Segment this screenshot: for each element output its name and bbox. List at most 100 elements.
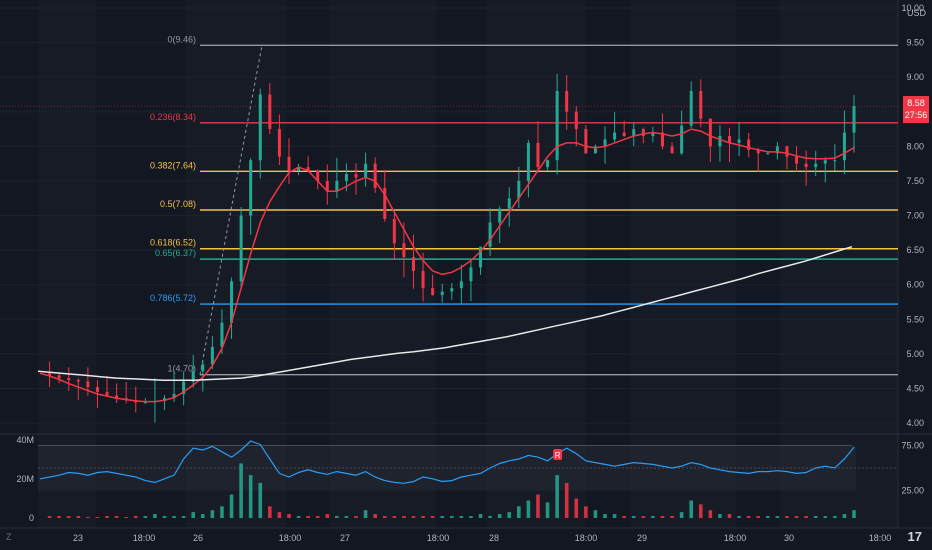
candle-body [517,180,521,199]
candle-body [364,163,368,178]
time-tick-label: 23 [73,533,83,543]
volume-bar [76,516,81,518]
volume-bar [47,516,52,518]
candle-body [316,170,320,181]
volume-bar [478,514,483,518]
volume-bar [631,516,636,518]
candle-body [210,346,214,365]
volume-bar [124,517,128,518]
price-tick-label: 8.00 [906,141,924,151]
volume-bar [459,516,464,518]
candle-body [747,139,751,150]
volume-bar [335,516,339,518]
candle-body [421,270,425,289]
time-tick-label: 18:00 [279,533,302,543]
candle-body [287,156,291,171]
candle-body [220,322,224,347]
candle-body [249,160,253,216]
candle-body [230,281,234,323]
current-price-value: 8.58 [907,98,925,108]
oscillator-line [39,440,855,484]
time-tick-label: 26 [193,533,203,543]
volume-bar [440,516,445,518]
volume-bar [813,516,818,518]
candle-body [766,153,770,155]
volume-bar [66,516,71,518]
volume-bar [488,516,492,518]
session-band [330,0,436,528]
volume-bar [220,506,224,518]
volume-bar [785,516,789,518]
candle-body [680,125,684,154]
volume-bar [392,516,397,518]
candle-body [488,222,492,247]
volume-bar [622,516,626,518]
volume-bar [794,516,799,518]
volume-bar [823,516,828,518]
candle-body [641,129,645,136]
volume-tick-label: 0 [29,513,34,523]
candle-body [325,180,329,192]
price-tick-label: 9.50 [906,38,924,48]
candle-body [699,91,703,119]
countdown-value: 27:56 [904,110,928,120]
volume-bar [421,516,425,518]
ema-fast-line [39,128,855,403]
volume-bar [430,516,435,518]
candle-body [785,146,789,157]
candle-body [48,373,52,376]
volume-bar [718,514,722,518]
volume-bar [766,516,770,518]
candle-body [392,219,396,244]
price-tick-label: 7.00 [906,211,924,221]
volume-bar [517,506,521,518]
volume-bar [344,516,349,518]
candle-body [660,132,664,147]
oscillator-tick-label: 25.00 [901,486,924,496]
candle-body [804,163,808,168]
time-tick-label: 27 [340,533,350,543]
candle-body [756,149,760,154]
volume-bar [584,506,588,518]
candle-body [593,146,597,154]
volume-bar [296,516,301,518]
price-tick-label: 9.00 [906,72,924,82]
session-band [186,0,286,528]
price-tick-label: 4.50 [906,383,924,393]
volume-bar [277,512,282,518]
volume-bar [162,516,167,518]
candle-body [383,187,387,219]
candle-body [431,288,435,296]
volume-bar [402,516,406,518]
volume-bar [507,512,512,518]
volume-bar [708,510,713,518]
candle-body [115,395,119,399]
volume-bar [411,516,416,518]
oscillator-tick-label: 75.00 [901,441,924,451]
session-band [486,0,586,528]
candle-body [603,139,607,147]
candle-body [718,135,722,147]
volume-bar [804,516,808,518]
candle-body [344,174,348,181]
volume-bar [593,510,598,518]
candle-body [86,381,90,388]
signal-marker-label: R [555,451,561,460]
candle-body [632,129,636,136]
volume-bar [143,516,148,518]
zoom-toggle-button[interactable]: Z [6,532,12,542]
candle-body [67,378,71,381]
candle-body [613,132,617,140]
candle-body [57,375,61,379]
volume-bar [325,514,330,518]
volume-bar [86,517,90,518]
currency-label: USD [906,8,926,18]
price-tick-label: 5.50 [906,314,924,324]
volume-bar [382,516,387,518]
candle-body [842,132,846,161]
time-tick-label: 18:00 [724,533,747,543]
volume-bar [679,512,684,518]
volume-bar [239,463,243,518]
volume-bar [833,516,837,518]
